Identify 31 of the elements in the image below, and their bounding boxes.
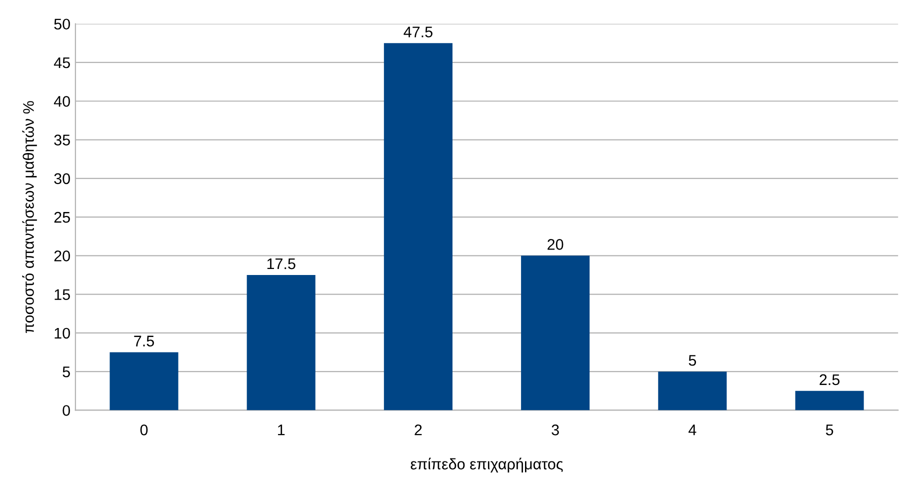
data-label: 2.5 bbox=[820, 374, 840, 386]
data-label: 7.5 bbox=[134, 336, 154, 346]
data-label: 17.5 bbox=[267, 258, 296, 270]
bar bbox=[658, 372, 727, 410]
y-tick-label: 10 bbox=[54, 328, 70, 339]
bar bbox=[521, 256, 590, 410]
y-tick-label: 40 bbox=[54, 96, 70, 107]
bar bbox=[110, 352, 178, 410]
y-tick-label: 25 bbox=[54, 212, 70, 223]
data-label: 47.5 bbox=[404, 26, 432, 38]
bar bbox=[246, 274, 316, 410]
y-tick-label: 20 bbox=[54, 250, 70, 262]
x-axis-title: επίπεδο επιχαρήματος bbox=[410, 458, 563, 472]
x-tick-label: 5 bbox=[826, 424, 834, 436]
y-tick-label: 15 bbox=[54, 289, 70, 300]
y-tick-label: 0 bbox=[62, 405, 70, 416]
x-tick-label: 1 bbox=[278, 424, 285, 436]
bar bbox=[384, 43, 452, 410]
y-tick-label: 5 bbox=[62, 366, 70, 378]
x-tick-label: 3 bbox=[552, 424, 559, 436]
y-tick-label: 50 bbox=[54, 18, 70, 30]
x-tick-label: 2 bbox=[414, 424, 422, 436]
y-axis-title: ποσοστό απαντήσεων μαθητών % bbox=[22, 101, 37, 333]
y-tick-label: 45 bbox=[54, 58, 70, 68]
x-tick-label: 4 bbox=[688, 424, 696, 436]
y-tick-label: 30 bbox=[54, 173, 70, 184]
data-label: 20 bbox=[548, 239, 564, 250]
x-tick-label: 0 bbox=[140, 424, 148, 436]
y-tick-label: 35 bbox=[54, 134, 70, 146]
data-label: 5 bbox=[688, 355, 696, 366]
bar bbox=[795, 390, 864, 410]
